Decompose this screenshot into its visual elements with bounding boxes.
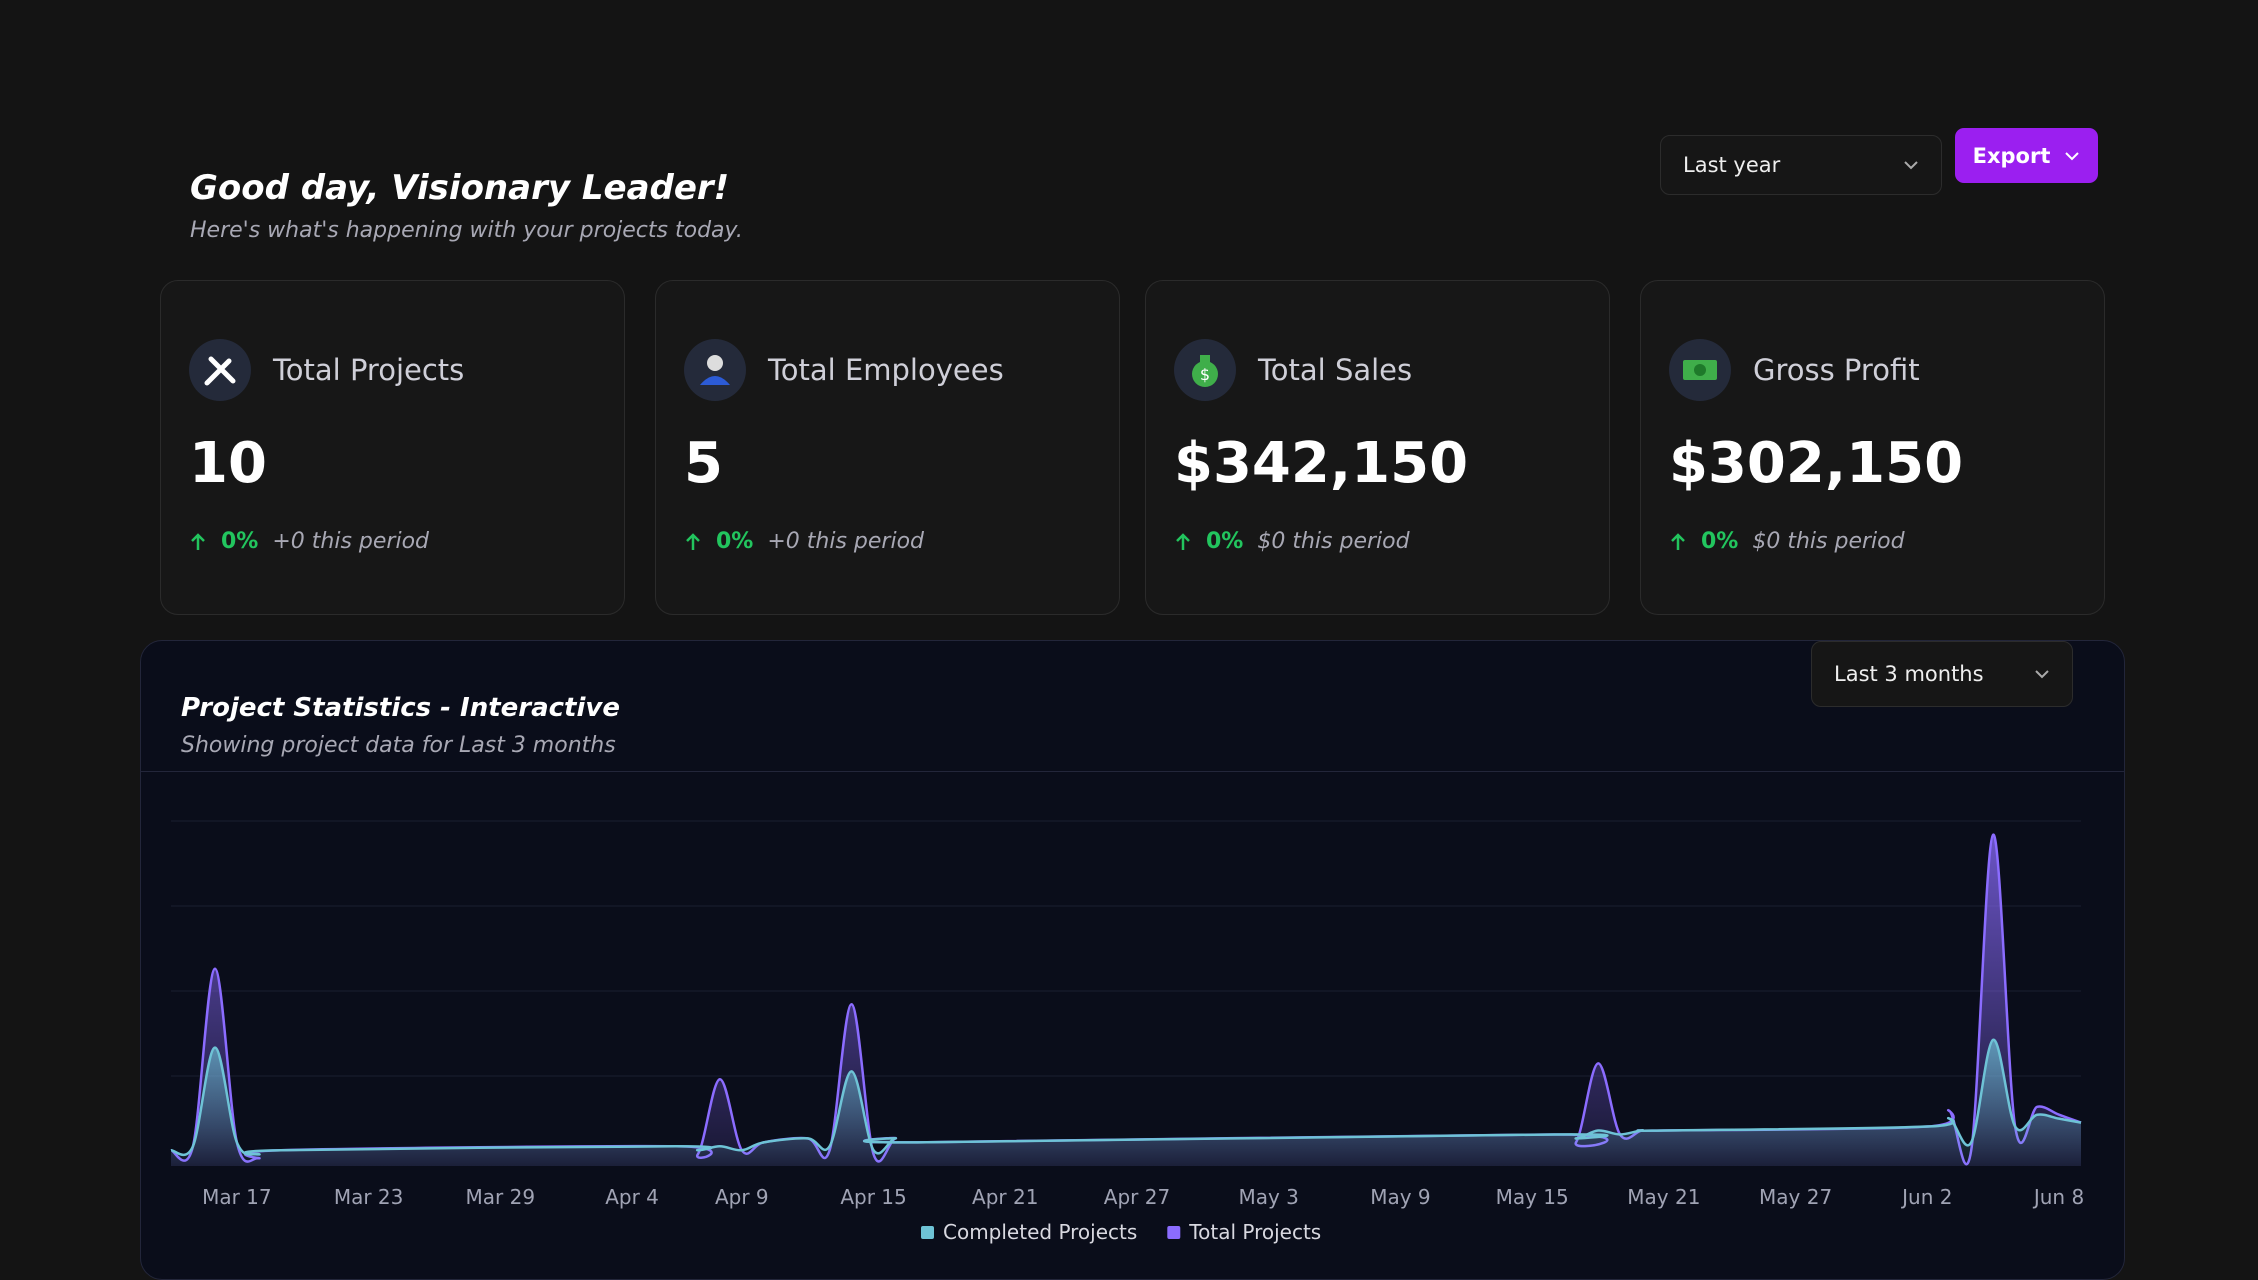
up-arrow (686, 532, 700, 550)
card-icon (1669, 339, 1731, 401)
up-arrow (191, 532, 205, 550)
card-change-row: 0% $0 this period (1669, 529, 1905, 554)
export-label: Export (1972, 143, 2051, 168)
x-tick-label: Jun 8 (2032, 1185, 2084, 1209)
card-note: +0 this period (767, 529, 925, 554)
range-label: Last 3 months (1834, 662, 1984, 686)
greeting-subtitle: Here's what's happening with your projec… (190, 218, 743, 243)
stat-card: $ Total Sales $342,150 0% $0 this period (1145, 280, 1610, 615)
card-title: Gross Profit (1753, 353, 1920, 387)
card-icon (189, 339, 251, 401)
legend-swatch (1167, 1226, 1181, 1239)
x-tick-label: Apr 4 (605, 1185, 659, 1209)
card-value: 5 (684, 431, 723, 496)
chart-panel: Project Statistics - Interactive Showing… (140, 640, 2125, 1280)
legend-label: Total Projects (1188, 1220, 1321, 1244)
up-arrow (1671, 532, 1685, 550)
card-change-row: 0% +0 this period (189, 529, 429, 554)
stat-card: Gross Profit $302,150 0% $0 this period (1640, 280, 2105, 615)
x-tick-label: May 15 (1496, 1185, 1569, 1209)
chevron (2035, 670, 2049, 679)
card-note: +0 this period (272, 529, 430, 554)
divider (141, 771, 2124, 772)
card-value: $342,150 (1174, 431, 1469, 496)
period-select[interactable]: Last year (1660, 135, 1942, 195)
chevron (1904, 161, 1918, 170)
card-icon (684, 339, 746, 401)
chart-subtitle: Showing project data for Last 3 months (181, 733, 616, 758)
range-select[interactable]: Last 3 months (1811, 641, 2073, 707)
area (171, 834, 2081, 1166)
card-icon: $ (1174, 339, 1236, 401)
legend-swatch (921, 1226, 934, 1239)
card-change-row: 0% +0 this period (684, 529, 924, 554)
x-tick-label: Mar 17 (202, 1185, 272, 1209)
card-change: 0% (716, 529, 754, 554)
x-tick-label: Apr 9 (715, 1185, 769, 1209)
card-change: 0% (1701, 529, 1739, 554)
grid (171, 820, 2081, 1077)
area-line (169, 833, 2082, 1166)
stat-card: Total Projects 10 0% +0 this period (160, 280, 625, 615)
card-value: 10 (189, 431, 267, 496)
card-note: $0 this period (1752, 529, 1905, 554)
greeting: Good day, Visionary Leader! (190, 168, 730, 208)
area-line (170, 1038, 2082, 1157)
chart-title: Project Statistics - Interactive (181, 693, 620, 723)
card-change: 0% (221, 529, 259, 554)
stat-card: Total Employees 5 0% +0 this period (655, 280, 1120, 615)
up-arrow (1176, 532, 1190, 550)
card-value: $302,150 (1669, 431, 1964, 496)
x-tick-label: May 27 (1759, 1185, 1832, 1209)
legend-label: Completed Projects (943, 1220, 1137, 1244)
x-tick-label: Mar 29 (466, 1185, 536, 1209)
x-tick-label: Mar 23 (334, 1185, 404, 1209)
card-note: $0 this period (1257, 529, 1410, 554)
export-button[interactable]: Export (1955, 128, 2098, 183)
card-change-row: 0% $0 this period (1174, 529, 1410, 554)
x-tick-label: May 9 (1370, 1185, 1430, 1209)
card-title: Total Employees (768, 353, 1004, 387)
x-tick-label: May 3 (1238, 1185, 1298, 1209)
x-tick-label: Apr 21 (972, 1185, 1038, 1209)
period-label: Last year (1683, 153, 1781, 177)
x-tick-label: Apr 27 (1104, 1185, 1170, 1209)
chevron (2065, 151, 2080, 160)
card-title: Total Projects (273, 353, 465, 387)
card-change: 0% (1206, 529, 1244, 554)
x-tick-label: May 21 (1627, 1185, 1700, 1209)
x-tick-label: Apr 15 (840, 1185, 906, 1209)
card-title: Total Sales (1258, 353, 1413, 387)
chart: Mar 17 Mar 23 Mar 29 Apr 4 Apr 9 Apr 15 Apr 21… (169, 820, 2084, 1244)
x-tick-label: Jun 2 (1900, 1185, 1952, 1209)
svg-text:$: $ (1200, 365, 1210, 384)
